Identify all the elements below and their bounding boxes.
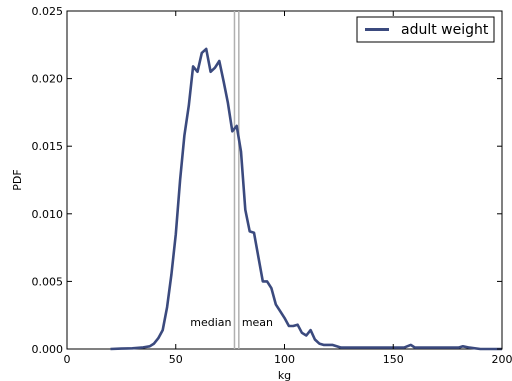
y-tick-label: 0.025: [32, 5, 64, 18]
y-tick-label: 0.020: [32, 73, 64, 86]
y-axis-label: PDF: [11, 169, 24, 190]
x-axis-label: kg: [278, 369, 291, 381]
annotations: median mean: [190, 316, 273, 329]
annotation-median: median: [190, 316, 231, 329]
annotation-mean: mean: [242, 316, 273, 329]
y-tick-label: 0.000: [32, 343, 64, 356]
plot-area: [66, 10, 503, 350]
y-tick-label: 0.015: [32, 140, 64, 153]
y-tick-label: 0.010: [32, 208, 64, 221]
x-tick-label: 0: [64, 353, 71, 366]
y-tick-label: 0.005: [32, 275, 64, 288]
series-layer: [110, 47, 502, 351]
x-tick-label: 150: [383, 353, 404, 366]
legend-label-adult-weight: adult weight: [401, 22, 489, 38]
x-tick-label: 100: [274, 353, 295, 366]
legend: adult weight: [356, 16, 495, 43]
series-line-adult-weight: [110, 47, 502, 351]
x-axis-ticks: 0 50 100 150 200: [64, 11, 512, 366]
reference-lines: [233, 11, 240, 349]
x-tick-label: 50: [169, 353, 183, 366]
x-tick-label: 200: [492, 353, 512, 366]
y-axis-ticks: 0.000 0.005 0.010 0.015 0.020 0.025: [32, 5, 502, 356]
